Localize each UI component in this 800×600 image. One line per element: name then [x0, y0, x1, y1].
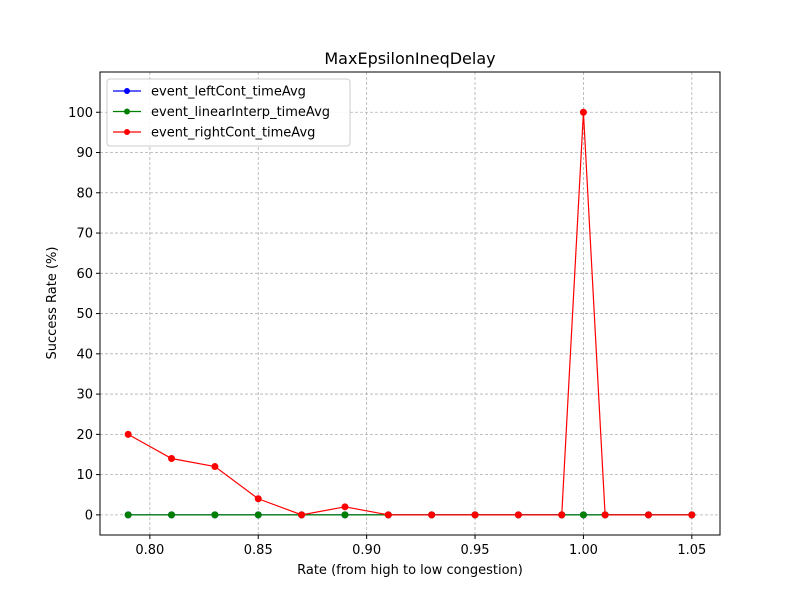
data-point	[471, 511, 479, 519]
legend-entry: event_rightCont_timeAvg	[113, 126, 315, 141]
data-point	[514, 511, 522, 519]
data-point	[558, 511, 566, 519]
data-point	[644, 511, 652, 519]
y-tick-label: 0	[85, 508, 93, 523]
data-point	[688, 511, 696, 519]
data-point	[579, 108, 587, 116]
data-point	[428, 511, 436, 519]
legend-entry: event_leftCont_timeAvg	[113, 85, 306, 100]
data-point	[601, 511, 609, 519]
data-point	[579, 511, 587, 519]
data-point	[211, 463, 219, 471]
x-tick-label: 1.05	[677, 543, 706, 558]
y-tick-label: 90	[76, 146, 93, 161]
y-tick-label: 80	[76, 186, 93, 201]
series-lines	[124, 108, 696, 519]
y-axis-label: Success Rate (%)	[45, 247, 60, 360]
x-tick-label: 0.80	[135, 543, 164, 558]
chart-title: MaxEpsilonIneqDelay	[324, 49, 495, 68]
data-point	[298, 511, 306, 519]
y-tick-label: 60	[76, 267, 93, 282]
y-tick-label: 50	[76, 307, 93, 322]
legend-box	[106, 78, 351, 147]
data-point	[384, 511, 392, 519]
legend-marker	[124, 129, 130, 135]
y-tick-label: 40	[76, 347, 93, 362]
legend-marker	[124, 108, 130, 115]
axis-ticks: 0.80 0.85 0.90 0.95 1.00 1.05 0 10 20 30 40 50 60 70 8…	[68, 106, 706, 558]
data-point	[254, 495, 262, 503]
y-tick-label: 30	[76, 388, 93, 403]
x-tick-label: 0.85	[244, 543, 273, 558]
data-point	[254, 511, 262, 519]
legend-label: event_linearInterp_timeAvg	[151, 105, 330, 120]
data-point	[341, 503, 349, 511]
legend-label: event_leftCont_timeAvg	[151, 85, 306, 100]
y-tick-label: 100	[68, 106, 93, 121]
data-point	[211, 511, 219, 519]
grid	[100, 72, 720, 535]
x-tick-label: 0.95	[461, 543, 490, 558]
plot-area-frame	[99, 71, 721, 536]
y-tick-label: 20	[76, 428, 93, 443]
y-tick-label: 10	[76, 468, 93, 483]
x-tick-label: 0.90	[352, 543, 381, 558]
legend-marker	[124, 88, 130, 94]
data-point	[341, 511, 349, 519]
series-event_rightCont_timeAvg	[124, 108, 696, 519]
data-point	[124, 511, 132, 519]
x-axis-label: Rate (from high to low congestion)	[297, 563, 523, 578]
x-tick-label: 1.00	[569, 543, 598, 558]
data-point	[168, 511, 176, 519]
data-point	[168, 455, 176, 463]
data-point	[124, 430, 132, 438]
y-tick-label: 70	[76, 227, 93, 242]
legend-entry: event_linearInterp_timeAvg	[113, 105, 330, 120]
legend-label: event_rightCont_timeAvg	[151, 126, 315, 141]
legend: event_leftCont_timeAvg event_linearInterp…	[106, 78, 351, 147]
